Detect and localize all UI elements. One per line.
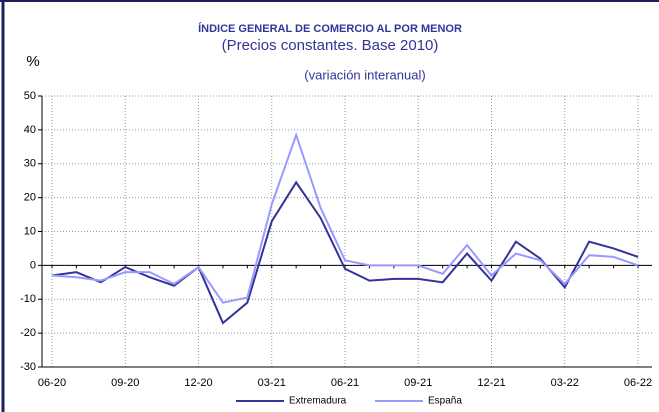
- chart-subtitle: (Precios constantes. Base 2010): [222, 37, 439, 54]
- series-line: [51, 180, 639, 325]
- y-tick-label: 50: [24, 90, 36, 102]
- x-tick-label: 06-21: [331, 377, 359, 389]
- y-tick-label: 40: [24, 124, 36, 136]
- x-tick-label: 12-21: [477, 377, 505, 389]
- y-tick-label: 30: [24, 158, 36, 170]
- x-tick-label: 03-22: [551, 377, 579, 389]
- x-tick-label: 03-21: [258, 377, 286, 389]
- y-tick-label: 20: [24, 192, 36, 204]
- x-tick-label: 12-20: [184, 377, 212, 389]
- legend-label: Extremadura: [289, 396, 347, 407]
- series-line: [51, 131, 639, 304]
- x-tick-label: 09-21: [404, 377, 432, 389]
- y-tick-label: 10: [24, 225, 36, 237]
- legend-label: España: [428, 396, 462, 407]
- chart-title: ÍNDICE GENERAL DE COMERCIO AL POR MENOR: [198, 22, 462, 35]
- y-tick-label: -30: [20, 361, 36, 373]
- y-tick-label: 0: [30, 259, 36, 271]
- y-tick-label: -20: [20, 327, 36, 339]
- x-tick-label: 06-20: [38, 377, 66, 389]
- y-axis-label: %: [26, 53, 39, 70]
- x-tick-label: 09-20: [111, 377, 139, 389]
- y-tick-label: -10: [20, 293, 36, 305]
- x-tick-label: 06-22: [624, 377, 652, 389]
- annotation: (variación interanual): [304, 67, 425, 82]
